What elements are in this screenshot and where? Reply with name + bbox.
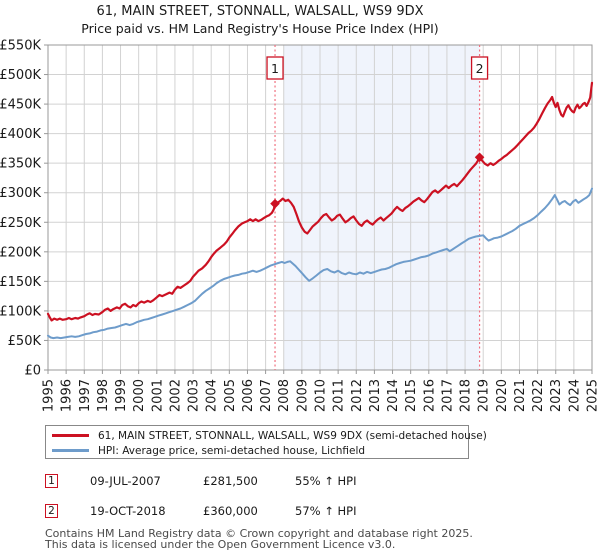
x-tick-label: 2005 [223,379,238,412]
legend-label-hpi: HPI: Average price, semi-detached house,… [98,444,366,457]
x-tick-label: 2017 [440,379,455,412]
sale-marker-diamond [474,152,485,163]
y-tick-label: £450K [0,98,41,113]
y-tick-label: £150K [0,275,41,290]
x-tick-label: 1996 [60,379,75,412]
x-tick-label: 2021 [513,379,528,412]
legend: 61, MAIN STREET, STONNALL, WALSALL, WS9 … [45,425,487,459]
property-line-swatch [52,434,89,437]
x-tick-label: 2014 [386,379,401,412]
y-tick-label: £400K [0,127,41,142]
footer-line-2: This data is licensed under the Open Gov… [45,537,396,551]
sale-marker-diamond [270,198,280,209]
y-tick-label: £250K [0,216,41,231]
x-tick-label: 2016 [422,379,437,412]
x-tick-label: 2025 [586,379,600,412]
y-tick-label: £500K [0,68,41,83]
property-price-line [46,81,594,322]
x-tick-label: 1997 [78,379,93,412]
x-tick-label: 1998 [96,379,111,412]
copyright-footer: Contains HM Land Registry data © Crown c… [45,527,585,551]
x-tick-label: 1995 [42,379,57,412]
sale-marker-number: 2 [476,61,484,76]
transaction-2-price: £360,000 [203,504,258,518]
transaction-1-vs-hpi: 55% ↑ HPI [295,474,357,488]
x-tick-label: 2013 [368,379,383,412]
hpi-line [47,187,593,340]
y-tick-label: £0 [24,364,41,379]
transaction-2-marker-badge: 2 [45,504,58,518]
page-title: 61, MAIN STREET, STONNALL, WALSALL, WS9 … [96,4,424,19]
transaction-1-date: 09-JUL-2007 [90,474,161,488]
y-tick-label: £300K [0,186,41,201]
legend-item-property: 61, MAIN STREET, STONNALL, WALSALL, WS9 … [52,428,487,443]
hpi-line-swatch [52,449,89,452]
x-tick-label: 2018 [459,379,474,412]
x-tick-label: 1999 [114,379,129,412]
x-tick-label: 2023 [549,379,564,412]
sale-marker-box [470,56,489,80]
y-tick-label: £100K [0,304,41,319]
y-tick-label: £550K [0,39,41,54]
x-tick-label: 2006 [241,379,256,412]
transaction-1-price: £281,500 [203,474,258,488]
sale-marker-box [266,56,284,80]
x-tick-label: 2010 [314,379,329,412]
transaction-1-marker-badge: 1 [45,474,58,488]
x-tick-label: 2002 [168,379,183,412]
legend-item-hpi: HPI: Average price, semi-detached house,… [52,443,468,458]
x-tick-label: 2019 [477,379,492,412]
price-history-chart: £0 £50K £100K £150K £200K £250K £300K £350K £400… [0,39,600,413]
x-tick-label: 2000 [132,379,147,412]
page-subtitle: Price paid vs. HM Land Registry's House … [81,21,439,36]
x-tick-label: 2020 [495,379,510,412]
x-tick-label: 2004 [205,379,220,412]
x-tick-label: 2003 [187,379,202,412]
x-tick-label: 2022 [531,379,546,412]
transaction-row-2: 2 19-OCT-2018 £360,000 57% ↑ HPI [45,504,515,520]
x-tick-label: 2024 [567,379,582,412]
x-tick-label: 2009 [295,379,310,412]
y-tick-label: £350K [0,157,41,172]
between-sales-band [283,45,480,370]
x-tick-label: 2008 [277,379,292,412]
legend-label-property: 61, MAIN STREET, STONNALL, WALSALL, WS9 … [98,429,487,442]
transaction-row-1: 1 09-JUL-2007 £281,500 55% ↑ HPI [45,474,515,490]
y-tick-label: £200K [0,245,41,260]
plot-frame [47,44,593,371]
transaction-2-vs-hpi: 57% ↑ HPI [295,504,357,518]
x-tick-label: 2015 [404,379,419,412]
footer-line-1: Contains HM Land Registry data © Crown c… [45,527,473,540]
sale-marker-number: 1 [271,61,279,76]
x-tick-label: 2011 [332,379,347,412]
x-tick-label: 2001 [150,379,165,412]
transaction-2-date: 19-OCT-2018 [90,504,166,518]
x-tick-label: 2007 [259,379,274,412]
y-tick-label: £50K [8,334,42,349]
x-tick-label: 2012 [350,379,365,412]
